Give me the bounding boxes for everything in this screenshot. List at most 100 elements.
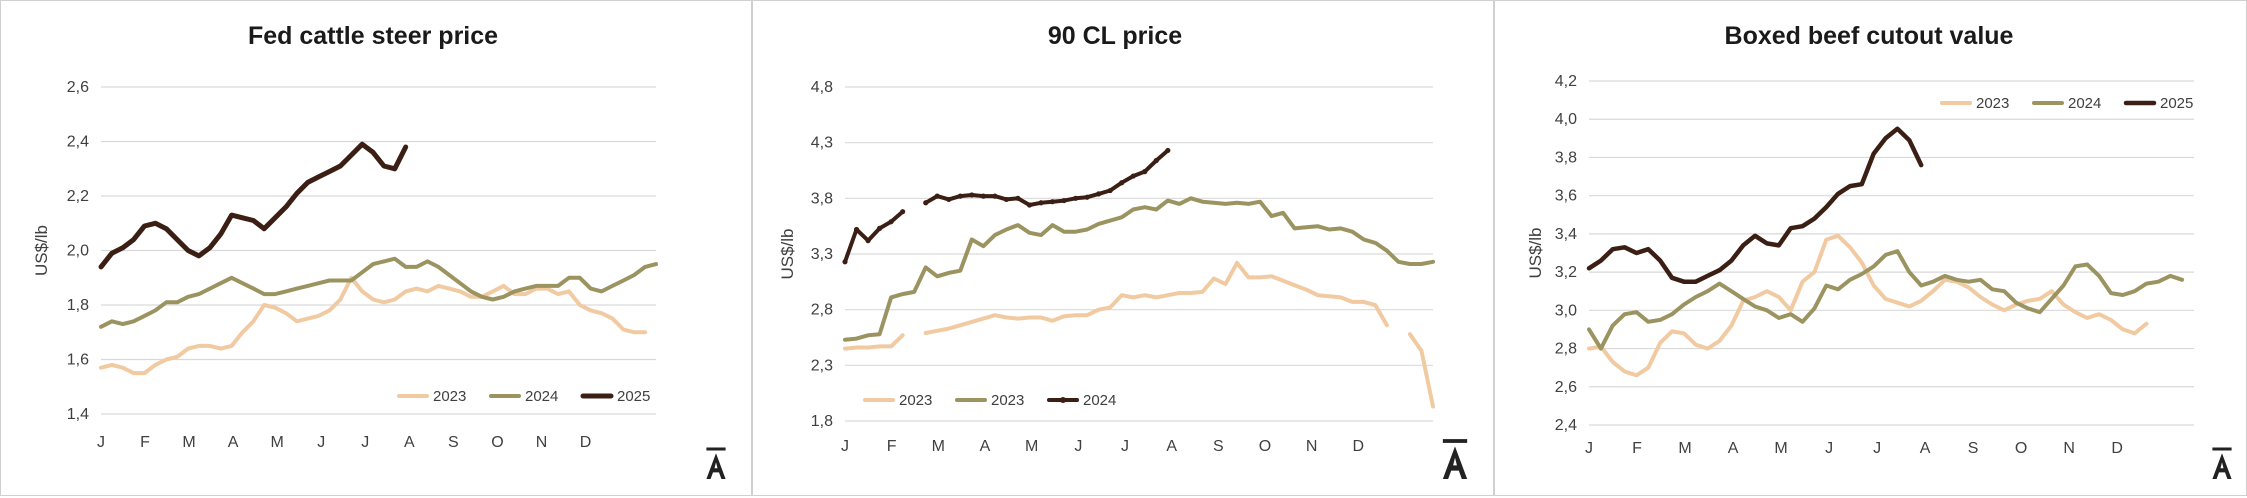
- x-tick-label: J: [1121, 438, 1129, 455]
- chart-title: Fed cattle steer price: [248, 22, 498, 50]
- logo-bar: [2212, 447, 2232, 451]
- x-tick-label: M: [182, 434, 195, 451]
- chart-title: Boxed beef cutout value: [1725, 22, 2014, 50]
- chart-90-cl-price: 90 CL price 1,8 2,3 2,8 3,3 3,8 4,3 4,8 US$/lb J F…: [778, 22, 1468, 479]
- x-tick-label: M: [271, 434, 284, 451]
- y-tick-label: 3,3: [811, 246, 833, 263]
- legend-label: 2025: [617, 388, 650, 405]
- panel-boxed-beef: Boxed beef cutout value 2,4 2,6 2,8 3,0 3,2 3,…: [1494, 0, 2247, 496]
- y-tick-label: 3,8: [811, 190, 833, 207]
- data-point: [1107, 187, 1113, 194]
- data-point: [1003, 196, 1010, 203]
- x-tick-label: A: [228, 434, 239, 451]
- data-point: [1026, 202, 1033, 208]
- legend-label: 2023: [433, 388, 466, 405]
- x-tick-label: M: [1678, 440, 1691, 457]
- x-tick-label: N: [2063, 440, 2075, 457]
- y-tick-label: 1,6: [67, 352, 89, 369]
- series-line-2023: [843, 196, 1435, 342]
- data-point: [923, 200, 929, 206]
- data-point: [1165, 147, 1171, 154]
- series-line-2023: [923, 260, 1389, 335]
- legend-label: 2023: [991, 392, 1024, 409]
- y-tick-label: 4,2: [1555, 73, 1577, 90]
- logo-letter: [706, 453, 726, 479]
- data-point: [969, 192, 975, 198]
- x-tick-label: A: [1728, 440, 1739, 457]
- x-tick-label: O: [491, 434, 503, 451]
- y-tick-label: 2,2: [67, 188, 89, 205]
- brand-logo: [1442, 439, 1468, 479]
- x-tick-label: O: [1259, 438, 1271, 455]
- x-tick-label: D: [1353, 438, 1365, 455]
- x-tick-label: M: [1774, 440, 1787, 457]
- x-tick-label: J: [1074, 438, 1082, 455]
- x-tick-label: O: [2015, 440, 2027, 457]
- x-tick-label: D: [580, 434, 592, 451]
- data-point: [1119, 180, 1125, 186]
- y-tick-label: 2,3: [811, 357, 833, 374]
- y-tick-label: 2,8: [811, 302, 833, 319]
- x-tick-label: J: [1585, 440, 1593, 457]
- y-tick-label: 3,2: [1555, 264, 1577, 281]
- brand-logo: [2212, 447, 2232, 479]
- data-point: [1015, 195, 1021, 201]
- data-point: [900, 209, 906, 215]
- logo-letter: [1442, 446, 1468, 479]
- x-tick-label: F: [887, 438, 897, 455]
- data-point: [1142, 169, 1148, 175]
- data-point: [1096, 191, 1102, 197]
- series-line-2025: [98, 141, 409, 270]
- data-point: [876, 225, 883, 231]
- data-point: [865, 238, 871, 244]
- data-point: [853, 226, 860, 233]
- data-point: [1084, 194, 1090, 200]
- legend-marker: [1060, 397, 1066, 403]
- x-tick-label: M: [932, 438, 945, 455]
- panel-fed-cattle: Fed cattle steer price 1,4 1,6 1,8 2,0 2,2 2,4…: [0, 0, 752, 496]
- x-tick-label: A: [1920, 440, 1931, 457]
- y-tick-label: 2,4: [1555, 417, 1577, 434]
- y-tick-label: 3,8: [1555, 149, 1577, 166]
- y-tick-label: 4,3: [811, 135, 833, 152]
- data-point: [888, 219, 894, 225]
- x-tick-label: J: [1825, 440, 1833, 457]
- y-tick-label: 3,6: [1555, 188, 1577, 205]
- panel-90cl: 90 CL price 1,8 2,3 2,8 3,3 3,8 4,3 4,8 US$/lb J F…: [752, 0, 1494, 496]
- y-tick-label: 2,0: [67, 243, 89, 260]
- data-point: [934, 193, 940, 199]
- logo-bar: [706, 447, 726, 451]
- legend-label: 2023: [1976, 95, 2009, 112]
- data-point: [957, 193, 963, 199]
- y-tick-label: 3,0: [1555, 302, 1577, 319]
- x-tick-label: S: [1968, 440, 1979, 457]
- x-tick-label: F: [140, 434, 150, 451]
- x-tick-label: J: [97, 434, 105, 451]
- logo-letter: [2212, 453, 2232, 479]
- x-tick-label: D: [2111, 440, 2123, 457]
- y-axis-label: US$/lb: [32, 225, 51, 276]
- legend-label: 2023: [899, 392, 932, 409]
- y-tick-label: 2,6: [1555, 379, 1577, 396]
- series-line-2024: [1587, 249, 2185, 351]
- data-point: [1038, 200, 1044, 206]
- chart-title: 90 CL price: [1048, 22, 1182, 50]
- legend-label: 2024: [525, 388, 558, 405]
- data-point: [992, 193, 998, 199]
- data-point: [1153, 157, 1159, 164]
- data-point: [842, 259, 848, 265]
- series-line-2024: [923, 148, 1170, 207]
- x-tick-label: A: [980, 438, 991, 455]
- chart-boxed-beef-cutout-value: Boxed beef cutout value 2,4 2,6 2,8 3,0 3,2 3,…: [1526, 22, 2232, 479]
- data-point: [946, 196, 952, 203]
- data-point: [1072, 195, 1079, 201]
- legend-label: 2025: [2160, 95, 2193, 112]
- data-point: [980, 193, 986, 199]
- y-tick-label: 1,8: [67, 297, 89, 314]
- data-point: [1130, 173, 1136, 179]
- chart-fed-cattle-steer-price: Fed cattle steer price 1,4 1,6 1,8 2,0 2,2 2,4…: [32, 22, 726, 479]
- data-point: [1049, 199, 1056, 205]
- y-tick-label: 1,4: [67, 406, 89, 423]
- x-tick-label: S: [1213, 438, 1224, 455]
- y-axis-label: US$/lb: [1526, 227, 1545, 278]
